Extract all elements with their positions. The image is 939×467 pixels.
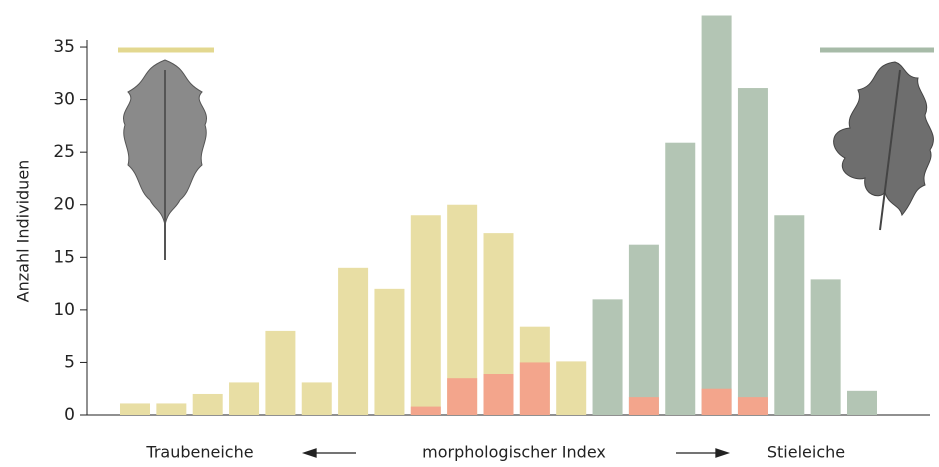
- y-tick-label: 20: [53, 195, 75, 215]
- y-tick-label: 30: [53, 90, 75, 110]
- bar: [629, 397, 659, 415]
- bar: [665, 143, 695, 415]
- y-tick-label: 15: [53, 247, 75, 267]
- bar: [156, 403, 186, 415]
- y-tick-label: 5: [64, 352, 75, 372]
- bar: [229, 382, 259, 415]
- bar: [374, 289, 404, 415]
- bar: [338, 268, 368, 415]
- y-axis-label: Anzahl Individuen: [14, 160, 33, 303]
- bar: [520, 362, 550, 415]
- bar: [774, 215, 804, 415]
- bar: [484, 374, 514, 415]
- bar: [411, 215, 441, 415]
- right-label: Stieleiche: [767, 443, 845, 462]
- bar: [811, 279, 841, 415]
- bar: [702, 16, 732, 416]
- x-axis-label: morphologischer Index: [422, 443, 606, 462]
- y-tick-label: 10: [53, 300, 75, 320]
- bar: [193, 394, 223, 415]
- left-label: Traubeneiche: [145, 443, 253, 462]
- bar: [738, 397, 768, 415]
- bar: [556, 361, 586, 415]
- bar: [847, 391, 877, 415]
- bar: [265, 331, 295, 415]
- bar: [411, 407, 441, 415]
- bar: [738, 88, 768, 415]
- leaf-right: [820, 50, 934, 230]
- y-tick-label: 35: [53, 37, 75, 57]
- chart: Anzahl Individuen Traubeneiche morpholog…: [0, 0, 939, 467]
- y-tick-label: 25: [53, 142, 75, 162]
- y-tick-label: 0: [64, 405, 75, 425]
- bar: [302, 382, 332, 415]
- leaf-left: [118, 50, 214, 260]
- bar: [702, 389, 732, 415]
- bar: [120, 403, 150, 415]
- bar: [593, 299, 623, 415]
- bar: [447, 378, 477, 415]
- bar: [629, 245, 659, 415]
